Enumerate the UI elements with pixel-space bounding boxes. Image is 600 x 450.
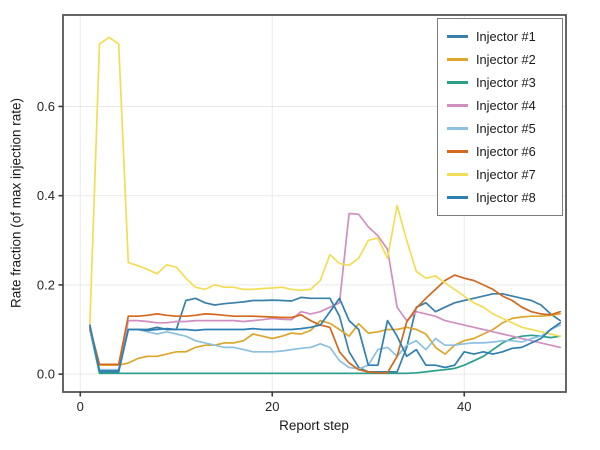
legend-item-injector-6: Injector #6 bbox=[447, 140, 554, 163]
legend-item-injector-2: Injector #2 bbox=[447, 48, 554, 71]
legend-label: Injector #8 bbox=[476, 190, 536, 205]
legend-item-injector-5: Injector #5 bbox=[447, 117, 554, 140]
legend-swatch-icon bbox=[447, 196, 468, 199]
y-tick-label: 0.0 bbox=[37, 367, 55, 382]
series-line-injector-6 bbox=[89, 274, 562, 374]
y-axis-label: Rate fraction (of max injection rate) bbox=[8, 97, 24, 309]
series-line-injector-4 bbox=[89, 212, 562, 371]
legend-label: Injector #4 bbox=[476, 98, 536, 113]
series-line-injector-3 bbox=[89, 328, 562, 375]
legend-item-injector-1: Injector #1 bbox=[447, 25, 554, 48]
legend-swatch-icon bbox=[447, 35, 468, 38]
y-tick-label: 0.2 bbox=[37, 277, 55, 292]
legend-item-injector-4: Injector #4 bbox=[447, 94, 554, 117]
series-line-injector-2 bbox=[89, 313, 562, 367]
legend-item-injector-8: Injector #8 bbox=[447, 186, 554, 209]
series-line-injector-5 bbox=[89, 324, 562, 371]
legend-swatch-icon bbox=[447, 150, 468, 153]
x-tick-label: 0 bbox=[77, 399, 84, 414]
legend: Injector #1 Injector #2 Injector #3 Injecto… bbox=[437, 18, 563, 216]
legend-item-injector-7: Injector #7 bbox=[447, 163, 554, 186]
legend-item-injector-3: Injector #3 bbox=[447, 71, 554, 94]
plot-border bbox=[62, 14, 567, 393]
y-tick-label: 0.6 bbox=[37, 99, 55, 114]
x-axis-label: Report step bbox=[279, 418, 349, 433]
legend-label: Injector #7 bbox=[476, 167, 536, 182]
legend-swatch-icon bbox=[447, 173, 468, 176]
x-tick-label: 20 bbox=[265, 399, 279, 414]
series-line-injector-7 bbox=[89, 36, 562, 338]
legend-label: Injector #6 bbox=[476, 144, 536, 159]
legend-swatch-icon bbox=[447, 58, 468, 61]
legend-label: Injector #2 bbox=[476, 52, 536, 67]
x-tick-label: 40 bbox=[457, 399, 471, 414]
y-tick-label: 0.4 bbox=[37, 188, 55, 203]
series-line-injector-8 bbox=[89, 297, 562, 372]
legend-label: Injector #3 bbox=[476, 75, 536, 90]
legend-swatch-icon bbox=[447, 104, 468, 107]
legend-label: Injector #5 bbox=[476, 121, 536, 136]
legend-swatch-icon bbox=[447, 127, 468, 130]
legend-swatch-icon bbox=[447, 81, 468, 84]
legend-label: Injector #1 bbox=[476, 29, 536, 44]
